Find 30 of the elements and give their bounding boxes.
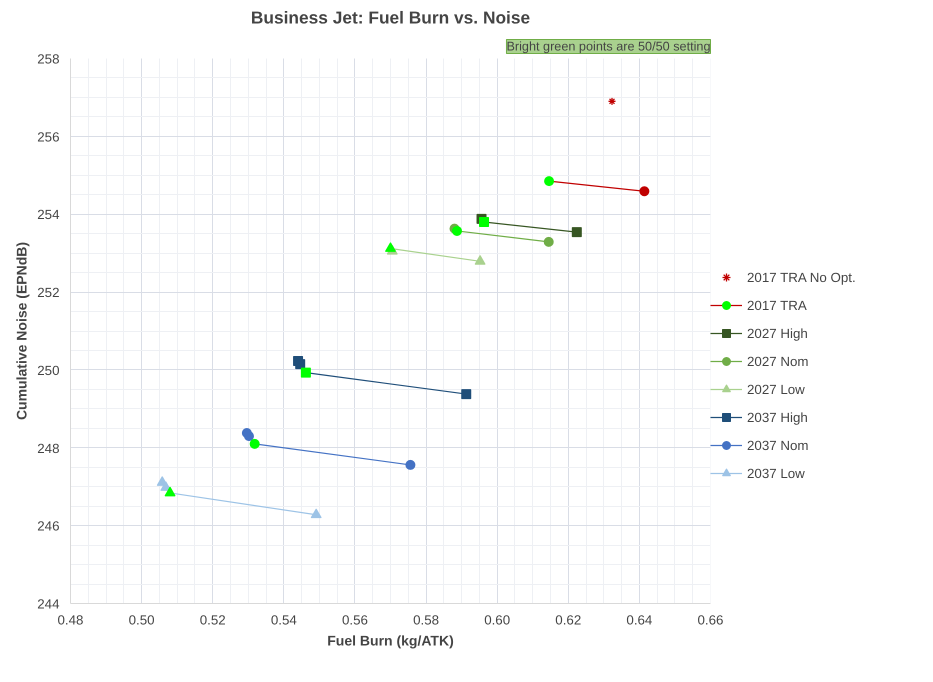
x-tick-label: 0.64 xyxy=(626,612,653,628)
legend-label: 2037 High xyxy=(747,410,809,424)
y-tick-label: 250 xyxy=(37,362,60,378)
y-tick-label: 258 xyxy=(37,52,60,66)
chart-title: Business Jet: Fuel Burn vs. Noise xyxy=(250,8,530,28)
x-tick-label: 0.66 xyxy=(698,612,724,628)
legend-label: 2017 TRA xyxy=(747,298,808,312)
y-axis-title: Cumulative Noise (EPNdB) xyxy=(13,242,30,420)
y-tick-label: 254 xyxy=(37,207,60,222)
x-tick-label: 0.52 xyxy=(200,612,226,628)
x-tick-label: 0.58 xyxy=(413,612,440,628)
x-axis-title: Fuel Burn (kg/ATK) xyxy=(327,632,454,648)
y-tick-label: 248 xyxy=(37,440,60,456)
x-tick-label: 0.54 xyxy=(270,612,298,628)
x-tick-label: 0.50 xyxy=(128,612,155,628)
y-tick-label: 252 xyxy=(37,285,60,300)
y-tick-label: 244 xyxy=(37,596,60,612)
legend-label: 2027 High xyxy=(747,326,809,340)
x-tick-label: 0.62 xyxy=(555,612,582,628)
legend-label: 2037 Nom xyxy=(747,438,810,452)
legend-label: 2027 Nom xyxy=(747,354,810,368)
legend-label: 2027 Low xyxy=(747,382,806,396)
x-tick-label: 0.60 xyxy=(484,612,510,628)
legend-label: 2017 TRA No Opt. xyxy=(747,270,856,284)
y-tick-label: 246 xyxy=(37,518,60,534)
x-tick-label: 0.56 xyxy=(342,612,368,628)
y-tick-label: 256 xyxy=(37,129,60,144)
legend-label: 2037 Low xyxy=(747,466,806,480)
text: Bright green points are 50/50 setting xyxy=(506,40,711,54)
x-tick-label: 0.48 xyxy=(58,612,84,628)
